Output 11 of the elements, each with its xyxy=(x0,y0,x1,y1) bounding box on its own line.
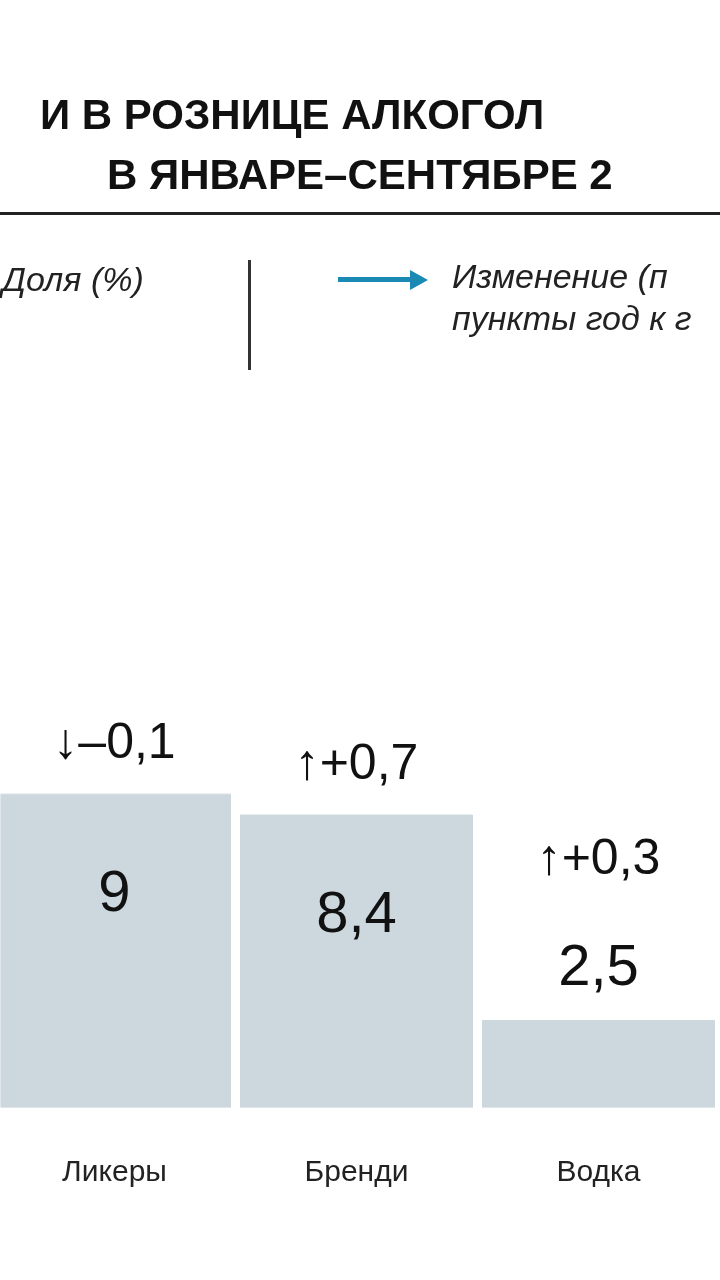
annotation: ↑+0,3 xyxy=(536,829,661,886)
x-tick-label: Водка xyxy=(556,1153,641,1187)
chart-title: И В РОЗНИЦЕ АЛКОГОЛ В ЯНВАРЕ–СЕНТЯБРЕ 2 xyxy=(39,90,613,200)
annotation: ↑+0,7 xyxy=(294,734,419,791)
data-label: 9 xyxy=(98,858,131,924)
text: Изменение (п пункты год к г xyxy=(452,256,692,339)
x-tick-label: Ликеры xyxy=(62,1153,167,1187)
annotation: ↓–0,1 xyxy=(53,713,176,770)
data-label: 2,5 xyxy=(558,932,639,998)
x-tick-label: Бренди xyxy=(304,1153,409,1187)
data-label: 8,4 xyxy=(316,879,397,945)
